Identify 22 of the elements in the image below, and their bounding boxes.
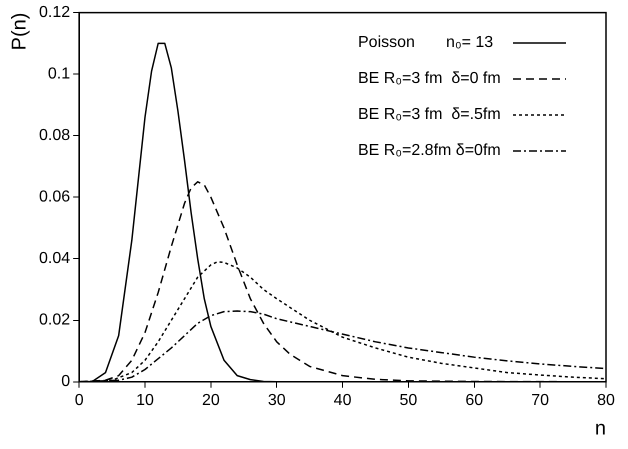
y-tick-label: 0 [61,373,70,390]
y-tick-label: 0.1 [48,66,70,83]
legend-label: Poisson n₀= 13 [358,32,494,53]
y-tick-label: 0.12 [39,4,70,22]
y-tick-label: 0.08 [39,127,70,144]
x-tick-label: 60 [465,392,484,409]
x-tick-label: 40 [334,392,352,409]
y-tick-label: 0.06 [39,188,70,206]
x-tick-label: 50 [400,392,418,409]
legend-label: BE R₀=2.8fm δ=0fm [358,140,501,161]
y-axis-title: P(n) [8,12,31,50]
x-tick-label: 70 [531,392,550,409]
legend-label: BE R₀=3 fm δ=.5fm [358,104,501,125]
x-tick-label: 20 [202,392,220,409]
y-tick-label: 0.02 [39,312,70,329]
legend-label: BE R₀=3 fm δ=0 fm [358,68,501,89]
y-tick-label: 0.04 [39,250,70,268]
x-tick-label: 80 [597,392,615,409]
x-axis-title: n [594,418,606,440]
x-tick-label: 30 [268,392,286,409]
x-tick-label: 10 [136,392,154,409]
x-tick-label: 0 [74,392,84,409]
